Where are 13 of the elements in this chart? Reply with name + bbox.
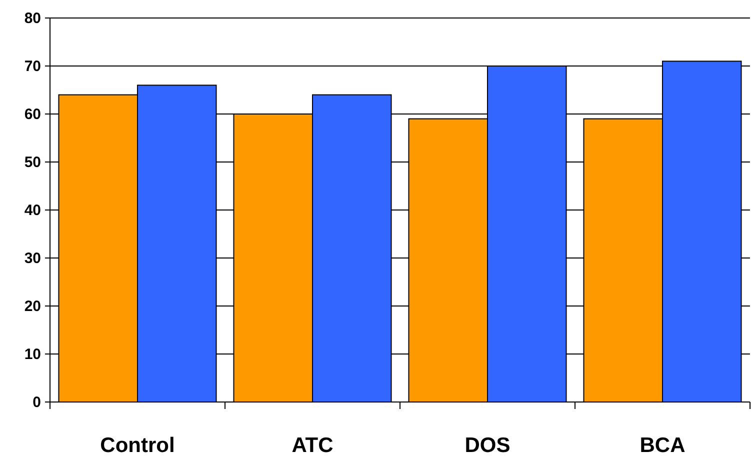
y-tick-label: 60 [24,106,41,123]
y-tick-label: 40 [24,202,41,219]
y-tick-label: 20 [24,298,41,315]
y-tick-label: 80 [24,10,41,27]
x-tick-label: Control [100,434,175,457]
y-tick-label: 30 [24,250,41,267]
y-tick-label: 0 [32,394,41,411]
x-tick-label: BCA [640,434,686,457]
x-tick-label: ATC [292,434,334,457]
x-tick-label: DOS [464,434,510,457]
y-tick-label: 50 [24,154,41,171]
y-tick-label: 10 [24,346,41,363]
y-tick-label: 70 [24,58,41,75]
